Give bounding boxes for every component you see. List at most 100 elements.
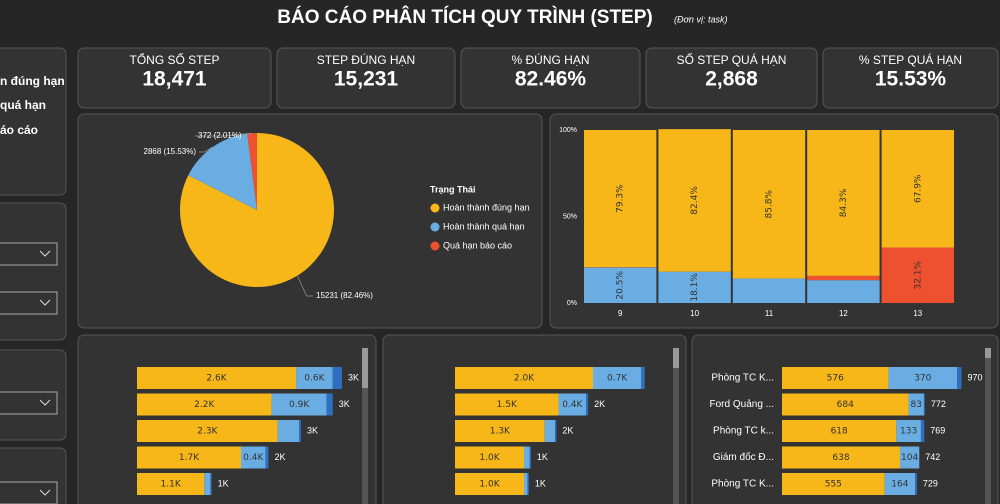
bar-segment bbox=[558, 393, 587, 416]
kpi-label: % ĐÚNG HẠN bbox=[511, 52, 589, 67]
pie-label: 2868 (15.53%) bbox=[144, 147, 197, 156]
bar-segment bbox=[782, 446, 901, 469]
leader-line bbox=[296, 275, 313, 297]
bar-segment bbox=[271, 393, 327, 416]
x-tick-label: 10 bbox=[690, 309, 699, 318]
kpi-value: 15.53% bbox=[875, 68, 947, 91]
kpi-card bbox=[276, 47, 456, 109]
bar-segment bbox=[210, 473, 212, 495]
bar-segment bbox=[455, 393, 559, 416]
title: BÁO CÁO PHÂN TÍCH QUY TRÌNH (STEP) bbox=[277, 6, 652, 28]
filter-panel bbox=[0, 349, 67, 441]
total-label: 1K bbox=[218, 478, 229, 488]
bar-segment bbox=[332, 367, 342, 389]
total-label: 3K bbox=[307, 425, 318, 435]
bar-segment bbox=[584, 267, 657, 303]
kpi-value: 18,471 bbox=[142, 68, 207, 91]
bar-segment bbox=[807, 280, 880, 303]
bar-segment bbox=[137, 446, 241, 469]
total-label: 2K bbox=[594, 399, 605, 409]
total-label: 3K bbox=[339, 399, 350, 409]
chevron bbox=[39, 250, 51, 257]
slicer-item[interactable]: áo cáo bbox=[0, 123, 38, 137]
bar-segment bbox=[555, 420, 557, 442]
filter-panel bbox=[0, 202, 67, 341]
bar-label: 1.1K bbox=[161, 480, 182, 490]
dropdown[interactable] bbox=[0, 391, 58, 415]
bar-segment bbox=[920, 420, 925, 442]
bar-label: 0.9K bbox=[289, 400, 310, 410]
chevron bbox=[39, 399, 51, 406]
pie-slice bbox=[247, 133, 257, 210]
bar-label: 1.5K bbox=[497, 400, 518, 410]
bar-label: 576 bbox=[827, 374, 844, 384]
x-tick-label: 13 bbox=[913, 309, 922, 318]
bar-segment bbox=[455, 473, 524, 495]
bar-segment bbox=[586, 393, 589, 416]
bar-segment bbox=[593, 367, 642, 389]
bar-label: 2.2K bbox=[194, 400, 215, 410]
kpi-card bbox=[460, 47, 641, 109]
bar-label: 164 bbox=[891, 480, 908, 490]
filter-panel bbox=[0, 447, 67, 504]
bar-segment bbox=[137, 420, 278, 442]
bar-segment bbox=[299, 420, 301, 442]
bar-label: 84.3% bbox=[839, 188, 849, 217]
x-tick-label: 11 bbox=[765, 309, 774, 318]
total-label: 970 bbox=[967, 372, 982, 382]
legend-label: Hoàn thành đúng hạn bbox=[443, 202, 530, 212]
scroll-thumb[interactable] bbox=[985, 348, 991, 358]
leader-line bbox=[195, 132, 253, 137]
scrollbar[interactable] bbox=[362, 348, 368, 504]
category-label: Ford Quảng ... bbox=[710, 399, 774, 410]
bar-segment bbox=[896, 420, 921, 442]
bar-segment bbox=[641, 367, 645, 389]
total-label: 769 bbox=[930, 425, 945, 435]
y-tick-label: 100% bbox=[559, 127, 577, 134]
slicer-item[interactable]: n đúng hạn bbox=[0, 74, 65, 88]
bar-label: 20.5% bbox=[616, 271, 626, 300]
bar-segment bbox=[732, 278, 806, 303]
bar-label: 104 bbox=[901, 453, 918, 463]
scrollbar[interactable] bbox=[673, 348, 679, 504]
legend-label: Hoàn thành quá hạn bbox=[443, 221, 525, 231]
bar-segment bbox=[908, 393, 924, 416]
bar-label: 370 bbox=[914, 374, 931, 384]
total-label: 729 bbox=[923, 478, 938, 488]
total-label: 1K bbox=[535, 478, 546, 488]
total-label: 2K bbox=[275, 452, 286, 462]
bar-segment bbox=[915, 473, 917, 495]
dropdown[interactable] bbox=[0, 291, 58, 315]
legend-dot bbox=[430, 203, 440, 213]
bar-label: 1.0K bbox=[479, 453, 500, 463]
bar-label: 638 bbox=[832, 453, 849, 463]
bar-segment bbox=[326, 393, 333, 416]
category-label: Phòng TC K... bbox=[711, 373, 774, 384]
bar-label: 618 bbox=[831, 427, 848, 437]
bar-segment bbox=[807, 130, 880, 276]
bar-segment bbox=[137, 393, 272, 416]
slicer-item[interactable]: quá hạn bbox=[0, 98, 46, 112]
dropdown[interactable] bbox=[0, 481, 58, 504]
total-label: 1K bbox=[537, 452, 548, 462]
chevron bbox=[39, 489, 51, 496]
bar-segment bbox=[137, 473, 205, 495]
scroll-thumb[interactable] bbox=[673, 348, 679, 368]
bar-label: 67.9% bbox=[913, 174, 923, 203]
kpi-label: TỔNG SỐ STEP bbox=[129, 52, 219, 67]
bar-segment bbox=[658, 129, 731, 272]
dropdown[interactable] bbox=[0, 242, 58, 266]
bar-segment bbox=[807, 275, 880, 281]
bar-segment bbox=[584, 130, 657, 268]
category-label: Phòng TC K... bbox=[711, 479, 774, 490]
total-label: 742 bbox=[925, 452, 940, 462]
slicer-panel bbox=[0, 47, 67, 196]
bar-segment bbox=[277, 420, 300, 442]
scrollbar[interactable] bbox=[985, 348, 991, 504]
bar-segment bbox=[455, 446, 524, 469]
bar-segment bbox=[296, 367, 333, 389]
legend-dot bbox=[430, 241, 440, 251]
scroll-thumb[interactable] bbox=[362, 348, 368, 388]
